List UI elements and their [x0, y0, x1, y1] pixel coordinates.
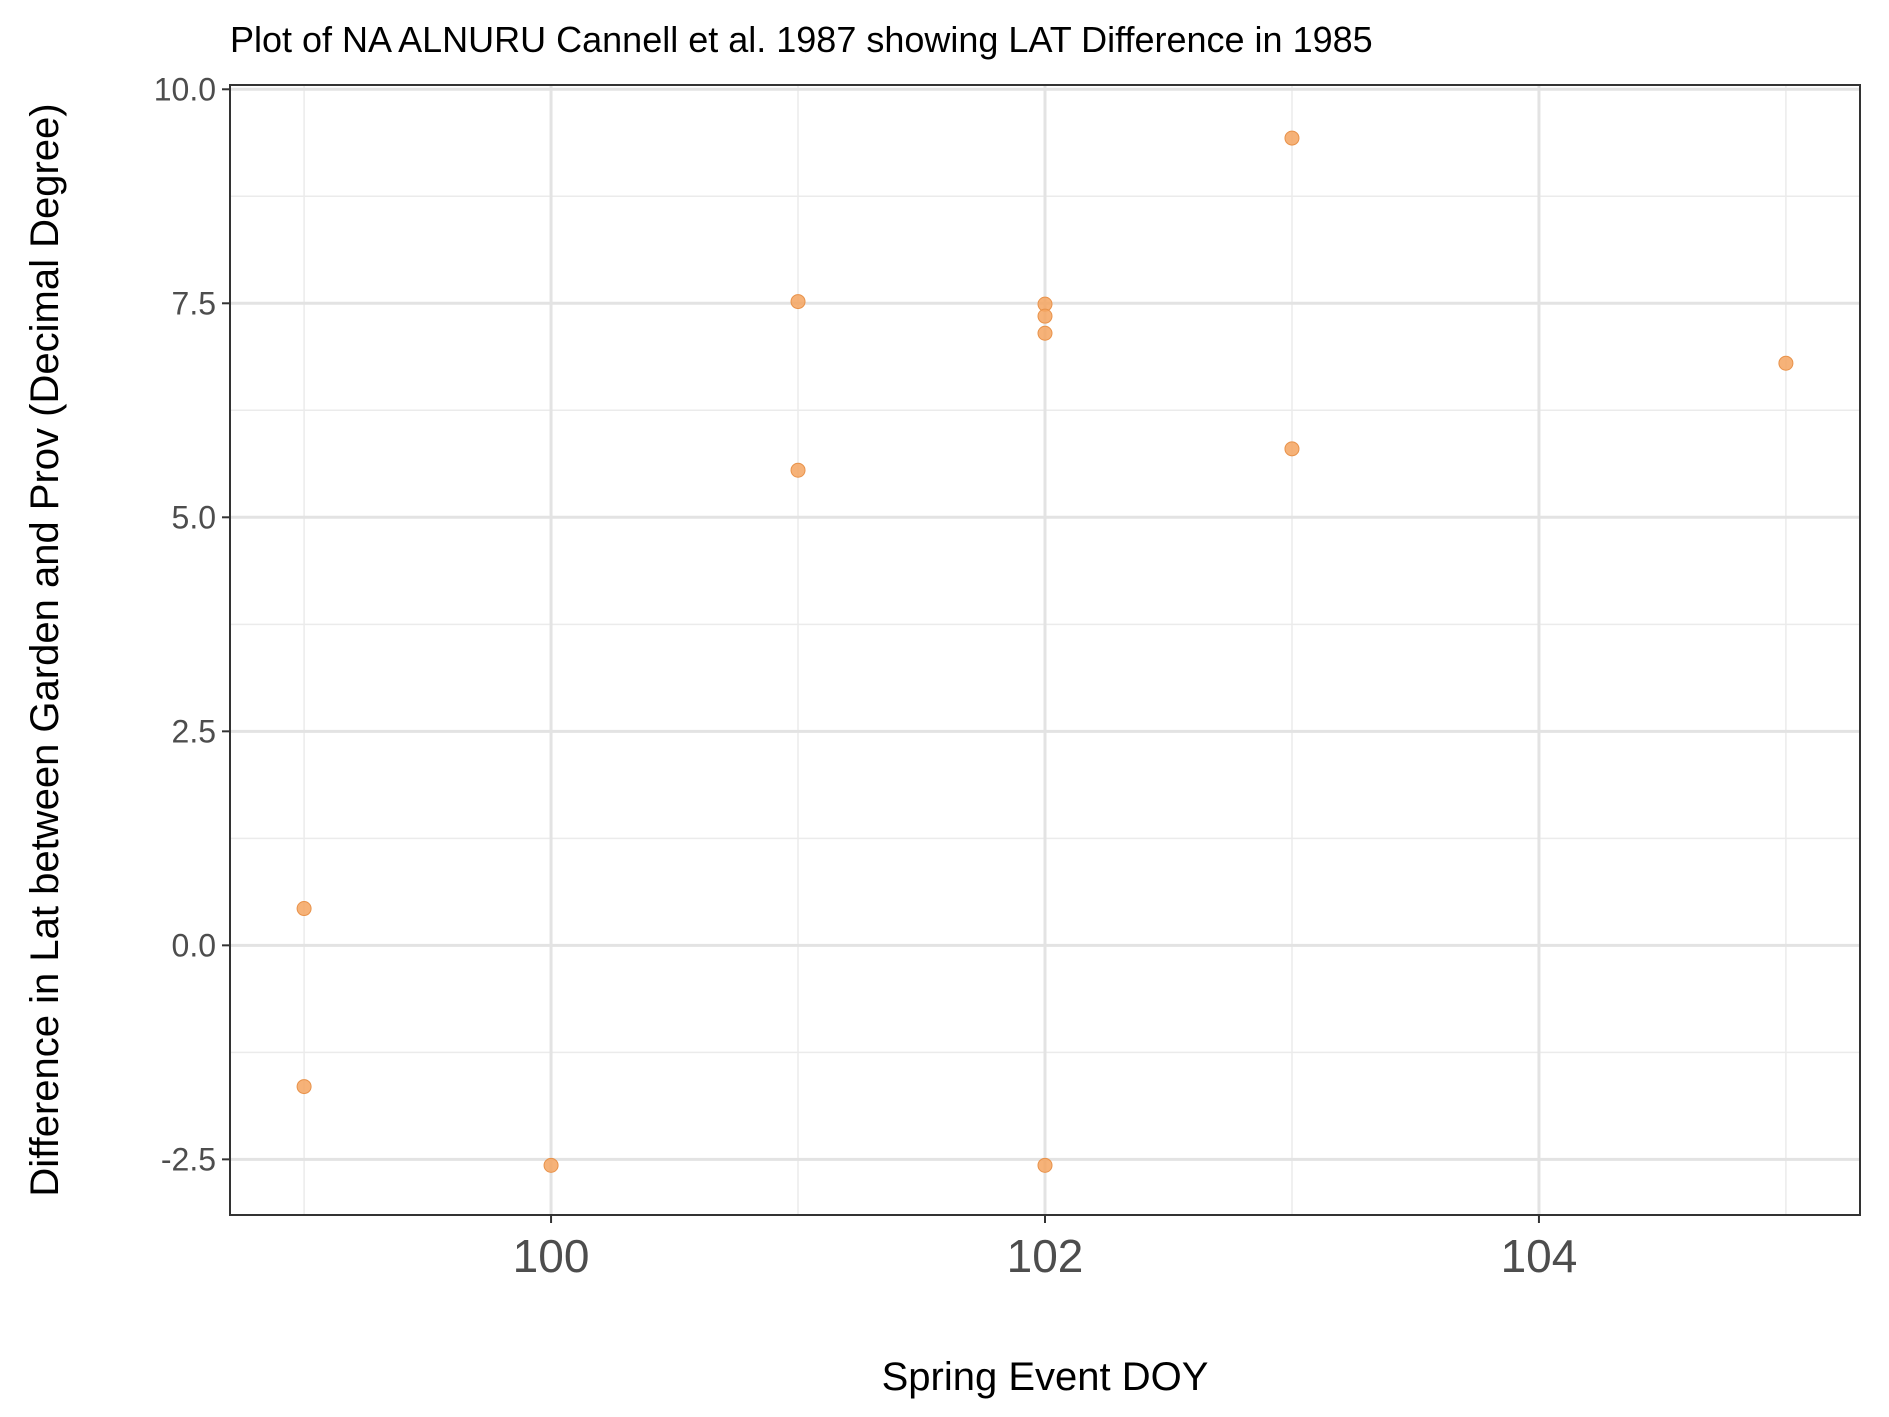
data-point: [1778, 355, 1794, 371]
x-axis: 100 102 104: [513, 1215, 1578, 1282]
major-gridlines: [230, 85, 1860, 1215]
x-tick-label: 104: [1501, 1230, 1578, 1282]
y-tick-label: 0.0: [172, 927, 216, 963]
data-points: [296, 130, 1794, 1173]
data-point: [1284, 130, 1300, 146]
x-tick-label: 102: [1007, 1230, 1084, 1282]
data-point: [1037, 325, 1053, 341]
x-axis-title: Spring Event DOY: [882, 1355, 1209, 1399]
data-point: [790, 462, 806, 478]
data-point: [790, 294, 806, 310]
data-point: [1284, 441, 1300, 457]
chart-title: Plot of NA ALNURU Cannell et al. 1987 sh…: [230, 19, 1373, 60]
y-tick-label: 7.5: [172, 285, 216, 321]
data-point: [296, 901, 312, 917]
y-tick-label: 2.5: [172, 713, 216, 749]
y-axis-title: Difference in Lat between Garden and Pro…: [23, 103, 67, 1196]
data-point: [296, 1079, 312, 1095]
y-axis: -2.5 0.0 2.5 5.0 7.5 10.0: [154, 71, 230, 1177]
y-tick-label: -2.5: [161, 1141, 216, 1177]
y-tick-label: 10.0: [154, 71, 216, 107]
x-tick-label: 100: [513, 1230, 590, 1282]
data-point: [1037, 1157, 1053, 1173]
data-point: [1037, 308, 1053, 324]
y-tick-label: 5.0: [172, 499, 216, 535]
data-point: [543, 1157, 559, 1173]
